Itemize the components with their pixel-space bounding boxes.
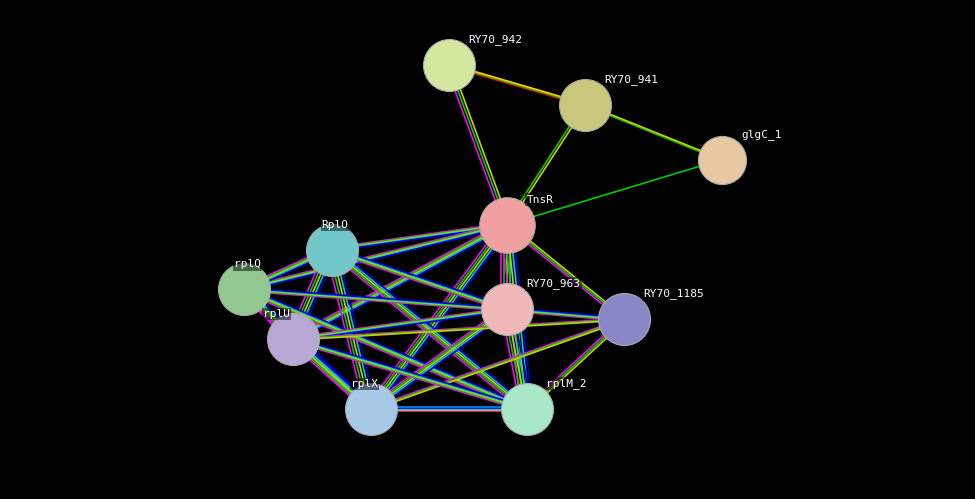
Text: glgC_1: glgC_1 bbox=[741, 129, 782, 140]
Point bbox=[519, 405, 534, 413]
Text: RplO: RplO bbox=[322, 220, 349, 230]
Text: RY70_1185: RY70_1185 bbox=[644, 288, 704, 299]
Point bbox=[285, 335, 300, 343]
Point bbox=[577, 101, 593, 109]
Text: rplX: rplX bbox=[351, 379, 378, 389]
Point bbox=[363, 405, 378, 413]
Point bbox=[324, 246, 339, 253]
Text: rplM_2: rplM_2 bbox=[546, 378, 587, 389]
Text: RY70_963: RY70_963 bbox=[526, 278, 580, 289]
Point bbox=[499, 221, 515, 229]
Text: RY70_942: RY70_942 bbox=[468, 34, 522, 45]
Point bbox=[236, 285, 252, 293]
Point bbox=[441, 61, 456, 69]
Text: rplU: rplU bbox=[263, 309, 291, 319]
Point bbox=[616, 315, 632, 323]
Text: rplQ: rplQ bbox=[234, 259, 261, 269]
Point bbox=[499, 305, 515, 313]
Text: RY70_941: RY70_941 bbox=[604, 74, 658, 85]
Point bbox=[714, 156, 729, 164]
Text: TnsR: TnsR bbox=[526, 195, 554, 205]
